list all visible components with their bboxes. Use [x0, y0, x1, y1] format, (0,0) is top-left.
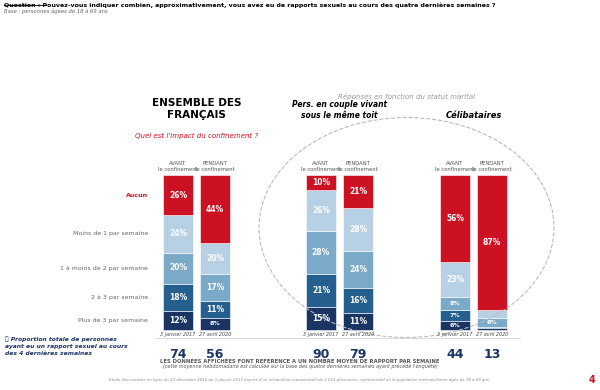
Bar [200, 175, 230, 243]
Text: 17%: 17% [206, 283, 224, 292]
Text: PENDANT
le confinement: PENDANT le confinement [195, 161, 235, 172]
Text: 3 janvier 2017: 3 janvier 2017 [437, 332, 473, 337]
Text: 11%: 11% [349, 317, 367, 326]
Bar [200, 301, 230, 317]
Text: AVANT
le confinement: AVANT le confinement [435, 161, 475, 172]
Bar [477, 317, 507, 327]
Text: 23%: 23% [446, 275, 464, 284]
Text: AVANT
le confinement: AVANT le confinement [158, 161, 198, 172]
Text: AVANT
le confinement: AVANT le confinement [301, 161, 341, 172]
Text: 1 à moins de 2 par semaine: 1 à moins de 2 par semaine [60, 265, 148, 271]
Text: 28%: 28% [349, 225, 367, 234]
Text: Étude ifop réalisée en ligne du 23 décembre 2016 au 3 janvier 2017 auprès d'un é: Étude ifop réalisée en ligne du 23 décem… [109, 377, 491, 382]
Text: LES DONNÉES AFFICHÉES FONT REFERENCE A UN NOMBRE MOYEN DE RAPPORT PAR SEMAINE: LES DONNÉES AFFICHÉES FONT REFERENCE A U… [160, 359, 440, 364]
Text: Célibataires: Célibataires [445, 111, 502, 120]
Text: 6%: 6% [487, 320, 497, 325]
Text: Plus de 3 par semaine: Plus de 3 par semaine [78, 318, 148, 323]
Text: 87%: 87% [483, 238, 501, 247]
Text: 18%: 18% [169, 293, 187, 302]
Text: (cette moyenne hebdomadaire est calculée sur la base des quatre dernières semain: (cette moyenne hebdomadaire est calculée… [163, 363, 437, 369]
Bar [200, 317, 230, 330]
Text: 20%: 20% [206, 254, 224, 263]
Bar [343, 313, 373, 330]
Bar [440, 310, 470, 321]
Bar [343, 251, 373, 288]
Text: 79: 79 [349, 349, 367, 362]
Bar [200, 243, 230, 274]
Text: Aucun: Aucun [126, 193, 148, 198]
Bar [477, 328, 507, 330]
Bar [440, 175, 470, 262]
Bar [477, 327, 507, 328]
Text: 15%: 15% [312, 314, 330, 323]
Text: 16%: 16% [349, 296, 367, 305]
Text: 24%: 24% [169, 229, 187, 238]
Bar [440, 321, 470, 330]
Bar [343, 175, 373, 207]
Text: Question : Pouvez-vous indiquer combien, approximativement, vous avez eu de rapp: Question : Pouvez-vous indiquer combien,… [4, 2, 496, 7]
Text: 21%: 21% [349, 187, 367, 196]
Text: 27 avril 2020: 27 avril 2020 [342, 332, 374, 337]
Bar [306, 307, 336, 330]
Text: Pers. en couple vivant
sous le même toit: Pers. en couple vivant sous le même toit [292, 100, 387, 120]
Bar [163, 175, 193, 215]
Bar [306, 274, 336, 307]
Text: 4: 4 [588, 375, 595, 385]
Bar [343, 288, 373, 313]
Text: Moins de 1 par semaine: Moins de 1 par semaine [73, 231, 148, 236]
Bar [440, 262, 470, 298]
Text: 44: 44 [446, 349, 464, 362]
Text: PENDANT
le confinement: PENDANT le confinement [472, 161, 512, 172]
Text: 20%: 20% [169, 264, 187, 273]
Bar [477, 175, 507, 310]
Text: 11%: 11% [206, 305, 224, 314]
Text: 28%: 28% [312, 248, 330, 257]
Text: PENDANT
le confinement: PENDANT le confinement [338, 161, 378, 172]
Text: 56: 56 [206, 349, 224, 362]
Bar [343, 207, 373, 251]
Text: 74: 74 [169, 349, 187, 362]
Text: 27 avril 2020: 27 avril 2020 [476, 332, 508, 337]
Text: 90: 90 [313, 349, 329, 362]
Text: 56%: 56% [446, 214, 464, 223]
Text: Réponses en fonction du statut marital: Réponses en fonction du statut marital [338, 93, 475, 100]
Text: 6%: 6% [449, 323, 460, 328]
Text: 2 à 3 par semaine: 2 à 3 par semaine [91, 295, 148, 300]
Text: Base : personnes âgées de 18 à 69 ans: Base : personnes âgées de 18 à 69 ans [4, 9, 108, 14]
Text: 21%: 21% [312, 286, 330, 295]
Text: 24%: 24% [349, 265, 367, 274]
Bar [163, 252, 193, 284]
Text: 27 avril 2020: 27 avril 2020 [199, 332, 231, 337]
Bar [163, 311, 193, 330]
Text: 26%: 26% [312, 206, 330, 215]
Bar [306, 175, 336, 190]
Bar [477, 310, 507, 317]
Bar [440, 298, 470, 310]
Text: 44%: 44% [206, 205, 224, 214]
Bar [200, 274, 230, 301]
Text: 13: 13 [484, 349, 500, 362]
Text: ENSEMBLE DES
FRANÇAIS: ENSEMBLE DES FRANÇAIS [152, 98, 241, 120]
Text: 8%: 8% [209, 321, 220, 326]
Bar [163, 284, 193, 311]
Bar [306, 190, 336, 231]
Text: ayant eu un rapport sexuel au cours: ayant eu un rapport sexuel au cours [5, 344, 128, 349]
Text: 3 janvier 2017: 3 janvier 2017 [160, 332, 196, 337]
Text: 7%: 7% [449, 313, 460, 318]
Text: 3 janvier 2017: 3 janvier 2017 [304, 332, 338, 337]
Text: Quel est l'impact du confinement ?: Quel est l'impact du confinement ? [135, 133, 258, 139]
Text: 12%: 12% [169, 316, 187, 325]
Text: 10%: 10% [312, 178, 330, 187]
Text: 8%: 8% [449, 301, 460, 306]
Bar [306, 231, 336, 274]
Bar [163, 215, 193, 252]
Text: 26%: 26% [169, 191, 187, 200]
Text: ✨ Proportion totale de personnes: ✨ Proportion totale de personnes [5, 337, 117, 342]
Text: des 4 dernières semaines: des 4 dernières semaines [5, 351, 92, 356]
